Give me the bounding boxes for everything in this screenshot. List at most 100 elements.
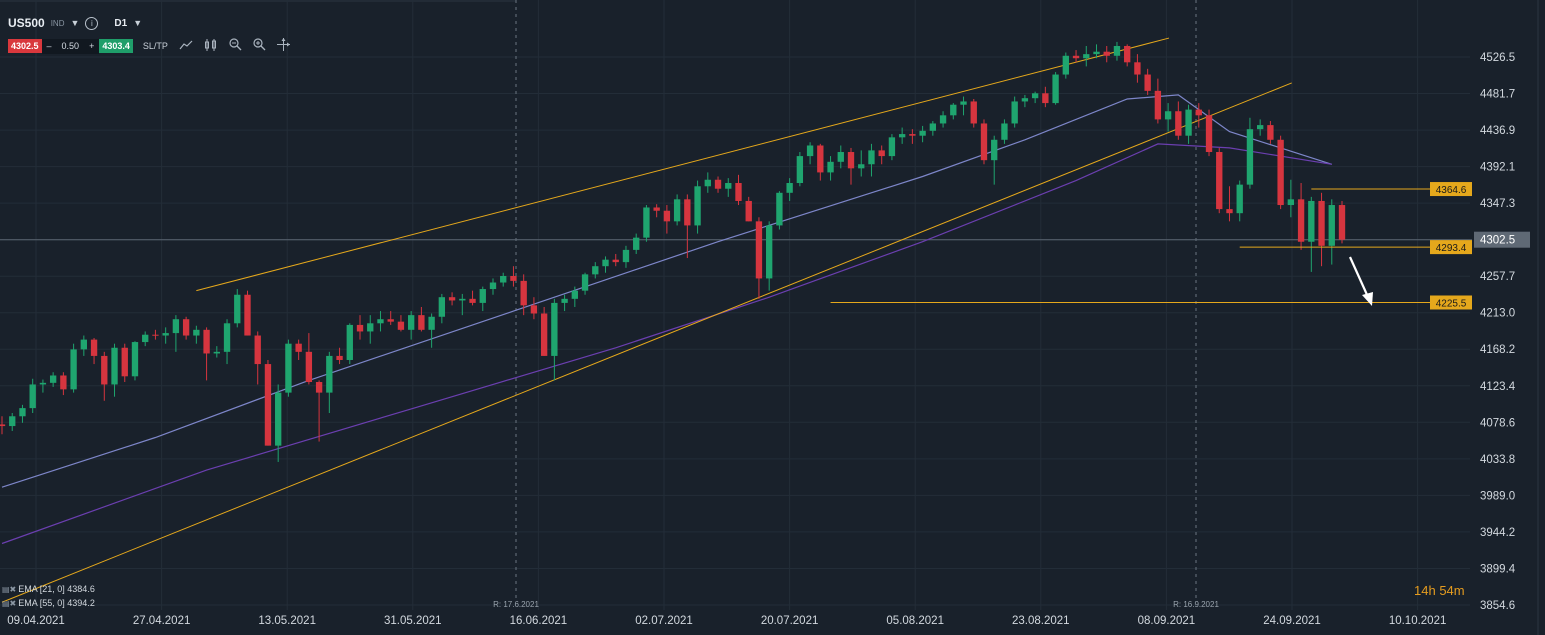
candle-body [776,192,783,226]
candle-body [1144,74,1151,91]
candle-body [142,334,149,343]
zoom-out-icon[interactable] [229,38,242,54]
candle-body [612,259,619,263]
chevron-down-icon[interactable]: ▼ [70,18,80,28]
timeframe-chevron-down-icon[interactable]: ▼ [133,18,143,28]
y-tick-label: 4347.3 [1480,198,1515,210]
candle-body [950,104,957,116]
candle-body [878,150,885,157]
candle-body [244,294,251,336]
candle-body [275,392,282,446]
x-tick-label: 20.07.2021 [761,615,819,627]
candle-body [1042,93,1049,104]
candle-body [80,339,88,350]
candle-body [1246,129,1254,185]
crosshair-icon[interactable] [276,38,290,54]
candle-body [162,333,169,336]
candle-body [448,297,456,301]
level-label: 4293.4 [1436,243,1467,254]
candle-body [1113,45,1121,56]
level-label: 4225.5 [1436,298,1467,309]
current-price-label: 4302.5 [1480,235,1515,247]
candle-body [1185,109,1192,136]
candle-body [1062,55,1069,75]
symbol-label[interactable]: US500 [8,16,45,30]
candle-body [939,115,947,124]
candle-body [622,249,630,263]
candle-body [530,305,538,314]
candle-body [19,408,26,417]
candle-body [561,298,568,303]
sell-button[interactable]: 4302.5 [8,39,42,53]
indicator-settings-icon[interactable]: ▤✖ [2,599,17,608]
candle-body [1297,199,1305,242]
candle-body [888,137,896,157]
level-label: 4364.6 [1436,185,1467,196]
candle-body [336,355,343,360]
line-chart-icon[interactable] [179,40,193,53]
candle-body [152,334,159,336]
candle-body [929,123,937,131]
info-icon[interactable]: i [85,16,99,30]
candle-body [960,101,967,105]
candle-body [673,199,681,222]
session-marker-label: R: 16.9.2021 [1173,600,1219,609]
candle-body [602,259,609,267]
candle-body [1072,55,1080,59]
ema21-line [1,94,1332,488]
candle-body [745,200,752,222]
candle-body [111,347,118,385]
candle-body [9,416,16,427]
trendline [196,37,1170,292]
y-tick-label: 4123.4 [1480,381,1516,393]
x-tick-label: 10.10.2021 [1389,615,1447,627]
quantity-increase-button[interactable]: + [89,41,95,51]
candles-icon[interactable] [204,38,218,54]
candle-body [1338,205,1346,240]
indicator-settings-icon[interactable]: ▤✖ [2,585,17,594]
candle-body [653,207,660,211]
ema55-indicator-label[interactable]: ▤✖ EMA [55, 0] 4394.2 [2,598,95,608]
candle-body [540,313,548,356]
candle-body [1205,115,1213,153]
candle-body [101,355,108,385]
candle-body [121,347,128,377]
candle-body [725,183,732,189]
candle-body [459,298,466,301]
candle-body [714,179,722,189]
buy-button[interactable]: 4303.4 [99,39,133,53]
zoom-in-icon[interactable] [253,38,266,54]
candle-body [847,152,855,169]
candle-body [991,139,998,161]
candle-body [305,351,313,383]
x-tick-label: 05.08.2021 [886,615,944,627]
candle-body [1031,93,1039,99]
candle-body [704,179,711,187]
timeframe-select[interactable]: D1 [114,17,128,29]
sltp-button[interactable]: SL/TP [142,41,168,51]
candle-body [60,375,67,390]
ema21-indicator-label[interactable]: ▤✖ EMA [21, 0] 4384.6 [2,584,95,594]
y-tick-label: 3944.2 [1480,527,1515,539]
candle-body [868,150,875,165]
instrument-header: US500 IND ▼ i D1 ▼ [8,16,142,30]
candle-body [919,130,926,136]
candle-body [633,237,640,250]
candle-body [806,145,814,157]
candle-body [1175,111,1182,136]
x-tick-label: 27.04.2021 [133,615,191,627]
quantity-decrease-button[interactable]: – [46,41,52,51]
y-tick-label: 4392.1 [1480,162,1515,174]
candle-body [397,321,405,330]
candle-body [234,294,241,324]
y-tick-label: 3899.4 [1480,563,1516,575]
quantity-input[interactable]: 0.50 [61,41,80,51]
session-marker-label: R: 17.6.2021 [493,600,539,609]
candle-body [694,186,701,226]
level-label-bg [1430,240,1472,255]
quantity-stepper: – 0.50 + [41,38,100,54]
candle-body [571,290,578,299]
candle-body [581,274,589,291]
candle-body [1256,125,1264,130]
